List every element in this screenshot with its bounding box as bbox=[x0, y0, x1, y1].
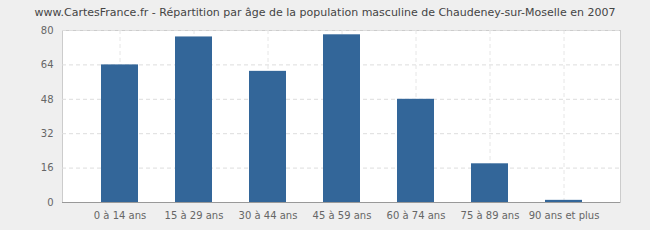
svg-text:0: 0 bbox=[47, 197, 53, 208]
svg-text:75 à 89 ans: 75 à 89 ans bbox=[461, 210, 520, 221]
svg-text:45 à 59 ans: 45 à 59 ans bbox=[313, 210, 372, 221]
svg-text:16: 16 bbox=[41, 162, 54, 173]
svg-text:0 à 14 ans: 0 à 14 ans bbox=[94, 210, 146, 221]
svg-text:32: 32 bbox=[41, 128, 54, 139]
html-text:www.CartesFrance.fr - Répartit: www.CartesFrance.fr - Répartition par âg… bbox=[34, 6, 616, 19]
svg-text:30 à 44 ans: 30 à 44 ans bbox=[239, 210, 298, 221]
svg-text:80: 80 bbox=[41, 25, 54, 36]
svg-text:60 à 74 ans: 60 à 74 ans bbox=[387, 210, 446, 221]
svg-text:90 ans et plus: 90 ans et plus bbox=[529, 210, 600, 221]
svg-text:48: 48 bbox=[41, 94, 54, 105]
svg-text:15 à 29 ans: 15 à 29 ans bbox=[165, 210, 224, 221]
svg-text:64: 64 bbox=[41, 59, 54, 70]
